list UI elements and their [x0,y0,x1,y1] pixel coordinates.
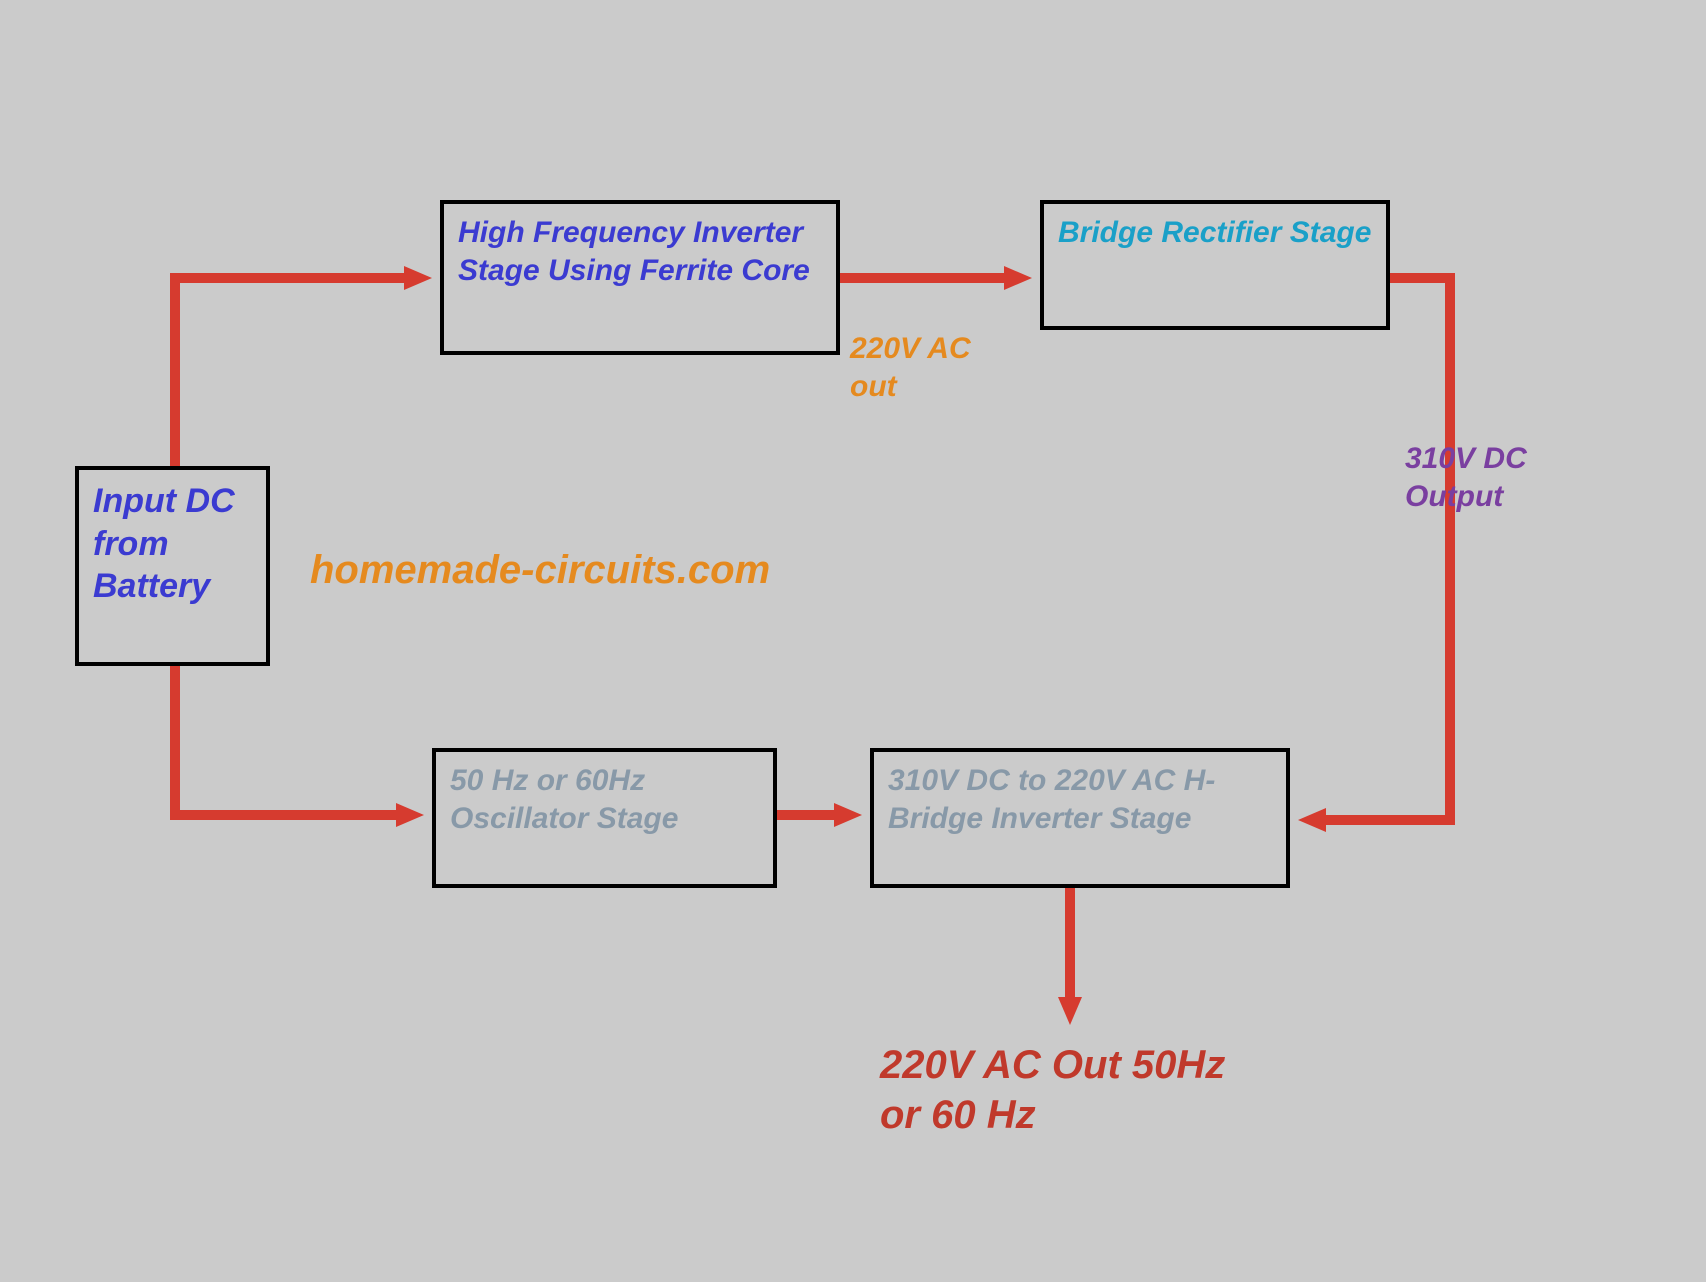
input-dc-text: Input DC from Battery [93,482,235,605]
hf-inverter-text: High Frequency Inverter Stage Using Ferr… [458,216,810,287]
oscillator-box: 50 Hz or 60Hz Oscillator Stage [432,748,777,888]
hf-inverter-box: High Frequency Inverter Stage Using Ferr… [440,200,840,355]
label-final-output: 220V AC Out 50Hz or 60 Hz [880,1040,1240,1140]
h-bridge-inverter-box: 310V DC to 220V AC H-Bridge Inverter Sta… [870,748,1290,888]
watermark-text: homemade-circuits.com [310,545,770,595]
bridge-rectifier-text: Bridge Rectifier Stage [1058,216,1371,249]
input-dc-box: Input DC from Battery [75,466,270,666]
label-220v-ac-out: 220V AC out [850,330,1020,405]
h-bridge-text: 310V DC to 220V AC H-Bridge Inverter Sta… [888,764,1215,835]
bridge-rectifier-box: Bridge Rectifier Stage [1040,200,1390,330]
oscillator-text: 50 Hz or 60Hz Oscillator Stage [450,764,678,835]
label-310v-dc-out: 310V DC Output [1405,440,1595,515]
